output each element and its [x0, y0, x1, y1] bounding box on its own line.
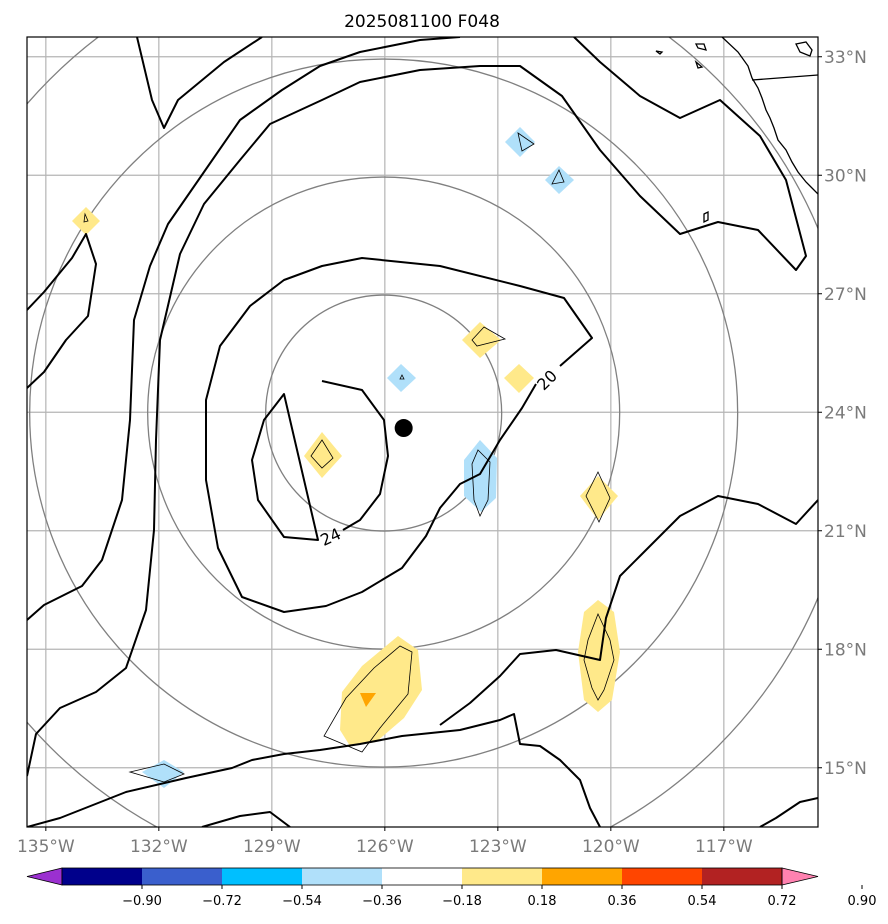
border-line [751, 74, 818, 81]
positive-patch [578, 600, 620, 712]
contour-outer-e [27, 713, 601, 827]
coastline-island [694, 43, 707, 51]
colorbar-tick-label: 0.54 [688, 894, 717, 909]
positive-patch [462, 322, 501, 358]
lat-tick-label: 33°N [824, 48, 867, 68]
coastline-mainland [721, 37, 818, 195]
negative-patch [387, 364, 416, 392]
thin-contour [399, 374, 405, 380]
colorbar-segment [622, 868, 703, 885]
contour-outer-d [27, 37, 807, 777]
storm-center-marker [394, 419, 413, 438]
lat-tick-label: 24°N [824, 403, 867, 423]
contour-outer-a [27, 37, 461, 621]
colorbar-segment [542, 868, 623, 885]
colorbar-segment [302, 868, 383, 885]
contour-outer-h [201, 811, 291, 827]
coastline-island [703, 210, 709, 224]
colorbar-tick-label: 0.72 [768, 894, 797, 909]
lat-tick-label: 30°N [824, 166, 867, 186]
contour-20 [205, 257, 593, 613]
map-frame [26, 36, 819, 828]
thick-contours [27, 37, 818, 827]
lon-tick-label: 132°W [130, 837, 188, 857]
colorbar-segment [462, 868, 543, 885]
lat-tick-label: 18°N [824, 640, 867, 660]
thin-contour [517, 132, 535, 152]
positive-patch [72, 207, 100, 235]
thin-contour [323, 645, 413, 753]
map-title: 2025081100 F048 [344, 12, 500, 32]
colorbar-tick-label: −0.90 [122, 894, 162, 909]
positive-strong-patch [360, 693, 376, 707]
latitude-labels: 33°N 30°N 27°N 24°N 21°N 18°N 15°N [818, 48, 867, 779]
colorbar-outline [61, 867, 783, 886]
colorbar-tick-label: 0.36 [608, 894, 637, 909]
colorbar-tick-label: −0.18 [442, 894, 482, 909]
colorbar-tick-label: −0.54 [282, 894, 322, 909]
positive-patch [304, 432, 342, 478]
colorbar-tick-label: 0.18 [528, 894, 557, 909]
lon-tick-label: 123°W [469, 837, 527, 857]
longitude-labels: 135°W 132°W 129°W 126°W 123°W 120°W 117°W [17, 827, 753, 857]
lat-tick-label: 21°N [824, 522, 867, 542]
gridlines [27, 37, 818, 827]
positive-patch [340, 636, 422, 746]
negative-patch [545, 166, 574, 194]
colorbar-extend-low [26, 867, 63, 886]
colorbar-tick-label: −0.36 [362, 894, 402, 909]
contour-inner-24 [251, 380, 389, 541]
thin-contour [471, 326, 507, 347]
lon-tick-label: 117°W [695, 837, 753, 857]
thin-contour [83, 212, 89, 223]
colorbar-segment [142, 868, 223, 885]
thin-contour [310, 439, 334, 469]
colorbar-segment [62, 868, 143, 885]
colorbar-tick-label: −0.72 [202, 894, 242, 909]
coastline [655, 37, 818, 224]
lat-tick-label: 27°N [824, 285, 867, 305]
lon-tick-label: 120°W [582, 837, 640, 857]
range-ring [265, 294, 503, 532]
coastline-island [655, 50, 664, 55]
thin-contour [128, 763, 185, 783]
shaded-anomalies [72, 127, 620, 788]
lat-tick-label: 15°N [824, 759, 867, 779]
thin-contours [83, 132, 615, 783]
colorbar-tick-label: 0.90 [848, 894, 877, 909]
colorbar-segment [222, 868, 303, 885]
thin-contour [585, 471, 611, 523]
range-ring [29, 58, 739, 768]
map-layers: 20 24 [27, 37, 818, 827]
colorbar-extend-high [781, 867, 819, 886]
thin-contour [583, 612, 615, 701]
lon-tick-label: 129°W [243, 837, 301, 857]
contour-outer-g [759, 797, 818, 827]
thin-contour [471, 449, 491, 517]
thin-contour [551, 169, 565, 185]
positive-patch [580, 476, 618, 520]
positive-patch [504, 364, 534, 393]
colorbar-segment [382, 868, 463, 885]
contour-outer-f [439, 495, 818, 726]
contour-outer-b [27, 233, 97, 389]
coastline-island [694, 60, 704, 69]
colorbar-segment [702, 868, 783, 885]
colorbar: −0.90 −0.72 −0.54 −0.36 −0.18 0.18 0.36 0.54 0.7… [26, 867, 877, 909]
map-background [27, 37, 818, 827]
lon-tick-label: 135°W [17, 837, 75, 857]
coastline-island [795, 41, 813, 57]
contour-outer-c [136, 37, 263, 129]
lon-tick-label: 126°W [356, 837, 414, 857]
